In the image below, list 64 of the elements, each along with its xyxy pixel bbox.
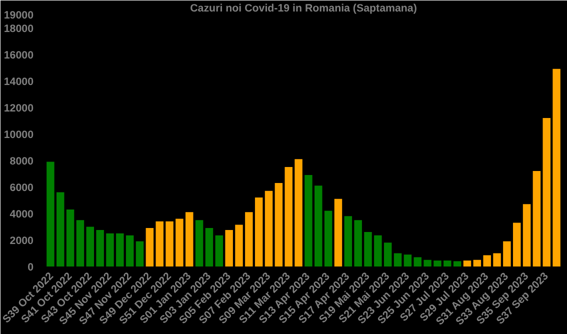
bar	[404, 254, 412, 266]
bar	[473, 260, 482, 266]
y-tick-label: 8000	[10, 155, 34, 168]
bar	[324, 210, 332, 266]
bar	[542, 118, 550, 266]
bar	[344, 216, 352, 266]
y-tick-label: 14000	[4, 76, 34, 88]
bar	[314, 186, 322, 266]
bar	[552, 68, 560, 266]
bar	[205, 228, 214, 266]
bar	[245, 212, 253, 266]
bar	[274, 182, 283, 266]
bar	[522, 204, 531, 266]
bar	[46, 162, 54, 266]
y-tick-label: 0	[28, 262, 34, 274]
bar	[304, 174, 312, 266]
bar	[156, 221, 164, 266]
bar	[254, 198, 263, 266]
bar	[334, 198, 342, 266]
bar	[186, 212, 194, 266]
bar	[532, 171, 541, 266]
bar	[56, 192, 64, 266]
bar	[444, 260, 452, 266]
bar	[414, 257, 422, 266]
bar	[483, 255, 491, 266]
y-tick-label: 19000	[4, 10, 34, 22]
bar	[225, 230, 233, 266]
bar	[463, 260, 472, 266]
bar	[503, 241, 511, 266]
y-tick-label: 12000	[4, 102, 34, 114]
bar	[116, 233, 124, 266]
bar	[146, 228, 154, 266]
bar	[126, 235, 134, 266]
bar	[364, 232, 372, 266]
bar	[394, 253, 402, 266]
bar	[96, 230, 104, 266]
y-tick-label: 2000	[10, 234, 34, 247]
chart-title: Cazuri noi Covid-19 in Romania (Saptamana)	[190, 2, 418, 14]
y-tick-label: 6000	[10, 182, 34, 194]
bar	[136, 241, 144, 266]
bar	[354, 220, 362, 266]
bar	[86, 226, 94, 266]
y-tick-label: 10000	[4, 128, 34, 141]
bar	[76, 220, 84, 266]
y-tick-label: 16000	[4, 49, 34, 62]
bar	[66, 209, 74, 266]
bar	[235, 224, 243, 266]
bar	[106, 233, 114, 266]
y-tick-label: 4000	[10, 208, 34, 220]
bar	[166, 221, 174, 266]
bar	[384, 242, 392, 266]
bar	[195, 220, 204, 266]
y-tick-label: 18000	[4, 22, 34, 35]
bar	[215, 235, 224, 266]
bar	[434, 260, 442, 266]
bar	[264, 190, 273, 266]
bar	[512, 222, 521, 266]
bar	[453, 261, 462, 266]
bar	[424, 260, 432, 266]
bar	[176, 218, 184, 266]
bar	[294, 159, 302, 266]
bar	[493, 253, 501, 266]
bar	[374, 235, 382, 266]
bar	[284, 167, 292, 266]
